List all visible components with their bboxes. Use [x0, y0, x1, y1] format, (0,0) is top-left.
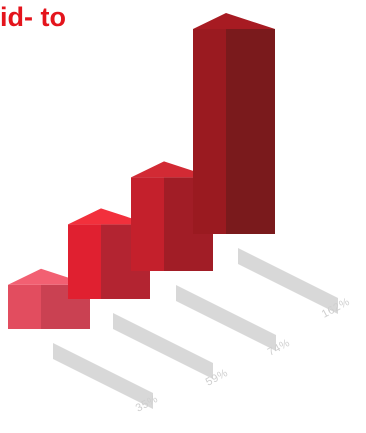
bar-shadow-4 [238, 248, 338, 314]
bar-shadow-1 [53, 343, 153, 409]
bar-front-face [131, 177, 164, 271]
bar-3 [131, 161, 213, 271]
chart-title: id- to [0, 2, 66, 32]
bar-front-face [193, 29, 226, 234]
bar-4 [193, 13, 275, 234]
bar-top-face [131, 161, 213, 178]
bar-side-face [226, 29, 275, 234]
bar-shadow-3 [176, 285, 276, 351]
bar-front-face [8, 284, 41, 329]
bar-top-face [68, 208, 150, 225]
bar-front-face [68, 224, 101, 299]
bar-top-face [193, 13, 275, 29]
bar-shadow-2 [113, 313, 213, 379]
